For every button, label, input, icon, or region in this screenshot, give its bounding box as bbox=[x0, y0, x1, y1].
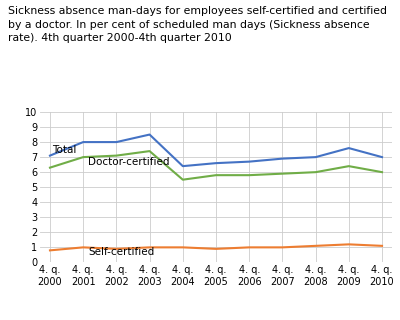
Text: Doctor-certified: Doctor-certified bbox=[88, 157, 170, 167]
Text: Total: Total bbox=[52, 145, 76, 155]
Text: Self-certified: Self-certified bbox=[88, 247, 154, 257]
Text: Sickness absence man-days for employees self-certified and certified
by a doctor: Sickness absence man-days for employees … bbox=[8, 6, 387, 43]
